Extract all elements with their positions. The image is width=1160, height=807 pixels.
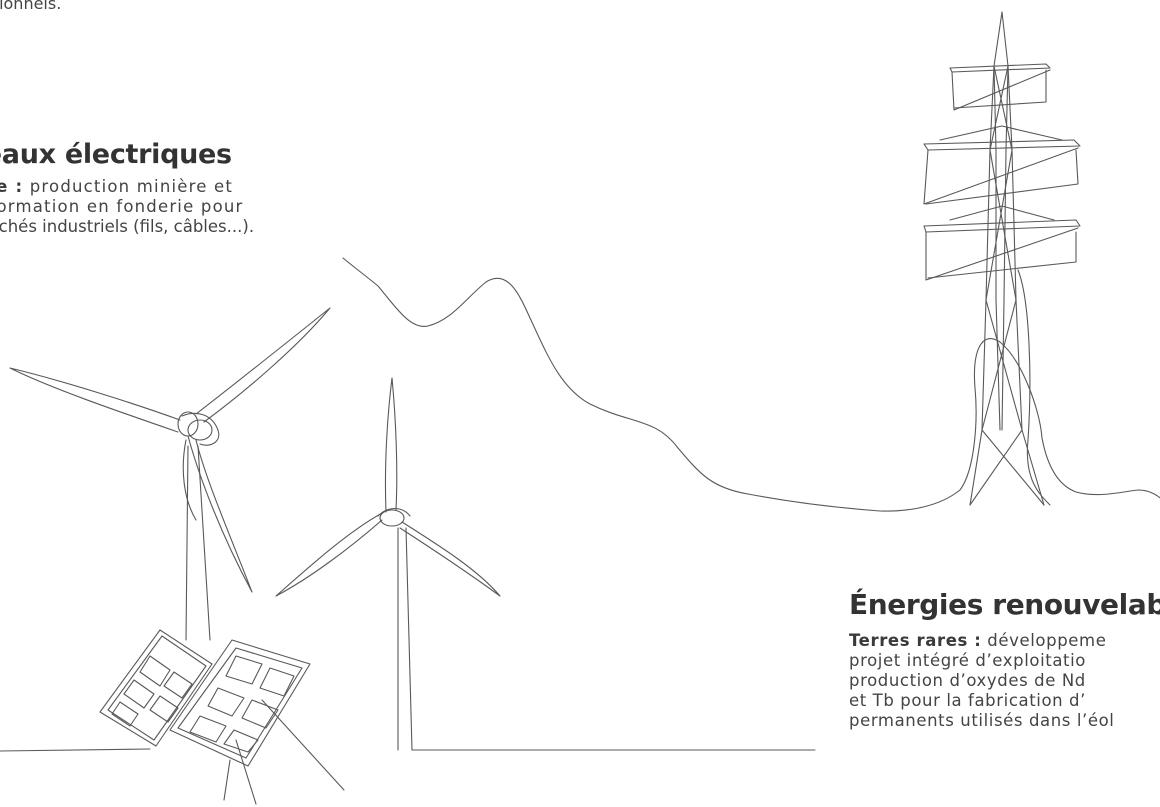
renewables-text-block: Énergies renouvelabl Terres rares : déve…: [849, 587, 1160, 731]
copper-label: ivre :: [0, 177, 24, 196]
networks-description: ivre : production minière et nsformation…: [0, 177, 368, 237]
solar-panel-icon: [0, 629, 345, 805]
wind-turbine-icon: [275, 377, 816, 751]
renewables-line-1: Terres rares : développeme: [849, 631, 1160, 651]
renewables-line-5: permanents utilisés dans l’éol: [849, 711, 1115, 730]
renewables-description: Terres rares : développeme projet intégr…: [849, 631, 1160, 731]
networks-line-3: oouchés industriels (fils, câbles...).: [0, 217, 255, 236]
renewables-line-4: et Tb pour la fabrication d’: [849, 691, 1086, 710]
networks-line-2: nsformation en fonderie pour: [0, 197, 244, 216]
renewables-heading: Énergies renouvelabl: [849, 588, 1160, 621]
power-cable-line: [342, 257, 1160, 512]
rare-earth-label: Terres rares :: [849, 631, 982, 650]
renewables-line-1-text: développeme: [981, 631, 1107, 650]
networks-heading: seaux électriques: [0, 139, 232, 170]
wind-turbine-icon: [9, 307, 331, 641]
renewables-line-3: production d’oxydes de Nd: [849, 671, 1086, 690]
networks-text-block: seaux électriques ivre : production mini…: [0, 138, 368, 237]
renewables-line-2: projet intégré d’exploitatio: [849, 651, 1087, 670]
electricity-pylon-icon: [923, 11, 1081, 506]
networks-line-1: ivre : production minière et: [0, 177, 368, 197]
intro-text-fragment: ctionnels.: [0, 0, 62, 13]
networks-line-1-text: production minière et: [23, 177, 234, 196]
